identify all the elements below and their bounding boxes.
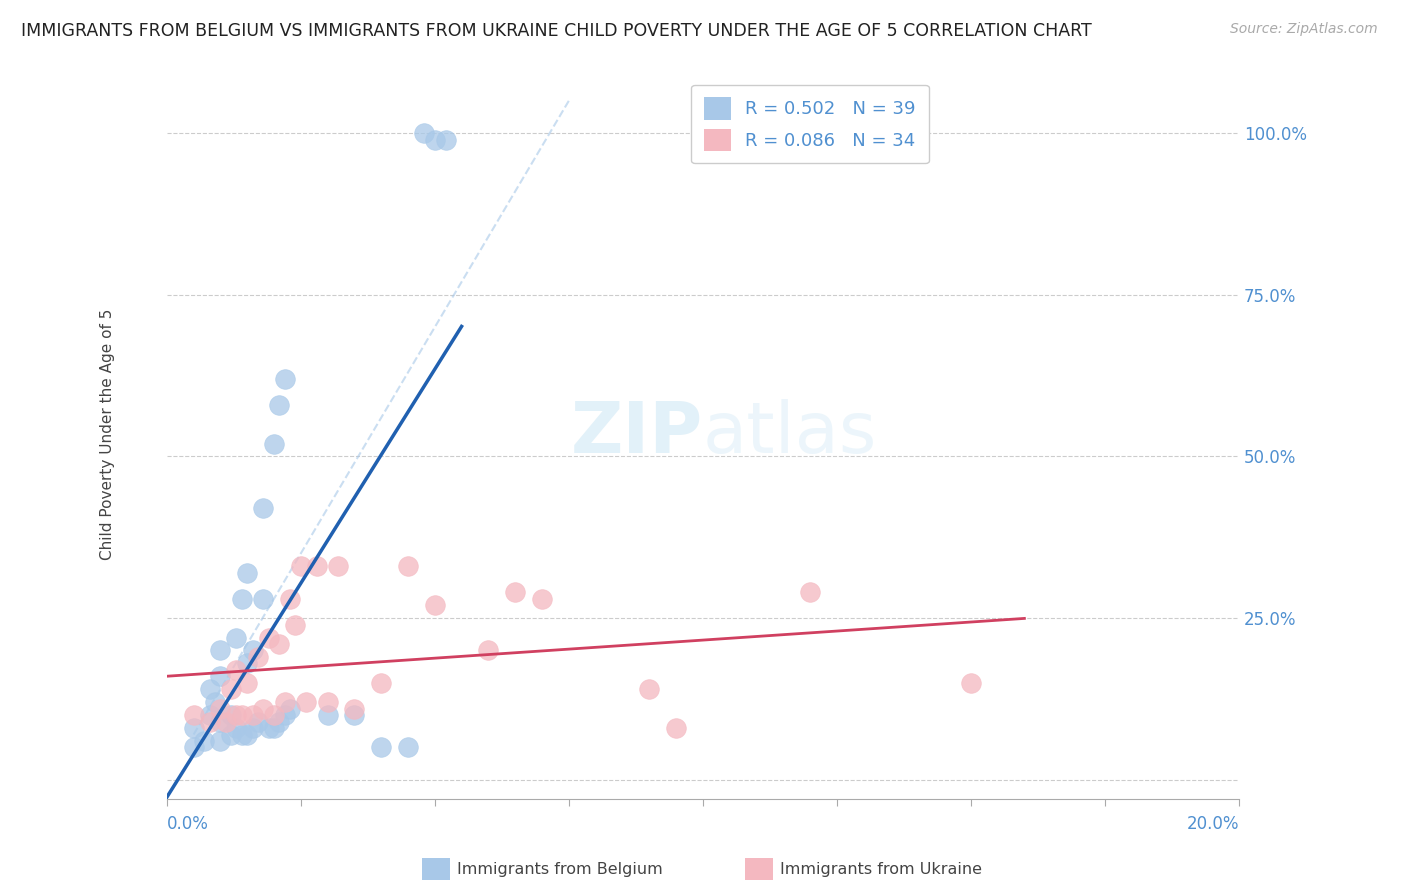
Point <box>204 695 226 709</box>
Point <box>284 617 307 632</box>
Point <box>269 398 291 412</box>
Point <box>263 708 285 723</box>
Point <box>236 657 259 671</box>
Point <box>252 701 274 715</box>
Point <box>209 701 232 715</box>
Point <box>209 669 232 683</box>
Text: 20.0%: 20.0% <box>1187 815 1239 833</box>
Point <box>236 727 259 741</box>
Point <box>423 598 446 612</box>
Point <box>257 631 280 645</box>
Point <box>219 682 242 697</box>
Point <box>530 591 553 606</box>
Point <box>959 675 981 690</box>
Point <box>231 727 253 741</box>
Point <box>263 436 285 450</box>
Text: Child Poverty Under the Age of 5: Child Poverty Under the Age of 5 <box>100 308 115 559</box>
Text: Immigrants from Belgium: Immigrants from Belgium <box>457 863 662 877</box>
Point <box>252 591 274 606</box>
Point <box>219 708 242 723</box>
Point <box>242 643 264 657</box>
Point <box>343 708 366 723</box>
Text: ZIP: ZIP <box>571 400 703 468</box>
Point <box>183 721 205 735</box>
Point <box>665 721 688 735</box>
Legend: R = 0.502   N = 39, R = 0.086   N = 34: R = 0.502 N = 39, R = 0.086 N = 34 <box>692 85 928 163</box>
Point <box>305 559 328 574</box>
Point <box>231 591 253 606</box>
Point <box>215 714 238 729</box>
Text: 0.0%: 0.0% <box>167 815 208 833</box>
Point <box>236 675 259 690</box>
Point <box>370 740 392 755</box>
Point <box>273 708 295 723</box>
Point <box>477 643 499 657</box>
Point <box>242 721 264 735</box>
Point <box>503 585 526 599</box>
Point <box>413 126 436 140</box>
Point <box>290 559 312 574</box>
Point <box>209 714 232 729</box>
Text: Source: ZipAtlas.com: Source: ZipAtlas.com <box>1230 22 1378 37</box>
Point <box>209 734 232 748</box>
Point <box>278 701 301 715</box>
Point <box>246 649 269 664</box>
Point <box>316 695 339 709</box>
Point <box>263 721 285 735</box>
Point <box>257 721 280 735</box>
Point <box>434 133 457 147</box>
Point <box>183 740 205 755</box>
Point <box>236 566 259 580</box>
Point <box>269 714 291 729</box>
Point <box>246 714 269 729</box>
Point <box>231 708 253 723</box>
Point <box>252 501 274 516</box>
Point <box>183 708 205 723</box>
Point <box>278 591 301 606</box>
Point <box>638 682 661 697</box>
Point <box>209 643 232 657</box>
Point <box>242 708 264 723</box>
Point <box>198 714 221 729</box>
Point <box>273 695 295 709</box>
Point <box>225 631 247 645</box>
Point <box>423 133 446 147</box>
Point <box>273 372 295 386</box>
Point <box>328 559 350 574</box>
Point <box>225 721 247 735</box>
Point <box>316 708 339 723</box>
Point <box>799 585 821 599</box>
Point <box>295 695 318 709</box>
Point <box>198 708 221 723</box>
Point <box>370 675 392 690</box>
Point <box>219 727 242 741</box>
Point <box>193 734 215 748</box>
Point <box>343 701 366 715</box>
Text: IMMIGRANTS FROM BELGIUM VS IMMIGRANTS FROM UKRAINE CHILD POVERTY UNDER THE AGE O: IMMIGRANTS FROM BELGIUM VS IMMIGRANTS FR… <box>21 22 1092 40</box>
Point <box>225 663 247 677</box>
Text: Immigrants from Ukraine: Immigrants from Ukraine <box>780 863 983 877</box>
Point <box>396 740 419 755</box>
Point <box>269 637 291 651</box>
Point <box>198 682 221 697</box>
Point <box>225 708 247 723</box>
Text: atlas: atlas <box>703 400 877 468</box>
Point <box>396 559 419 574</box>
